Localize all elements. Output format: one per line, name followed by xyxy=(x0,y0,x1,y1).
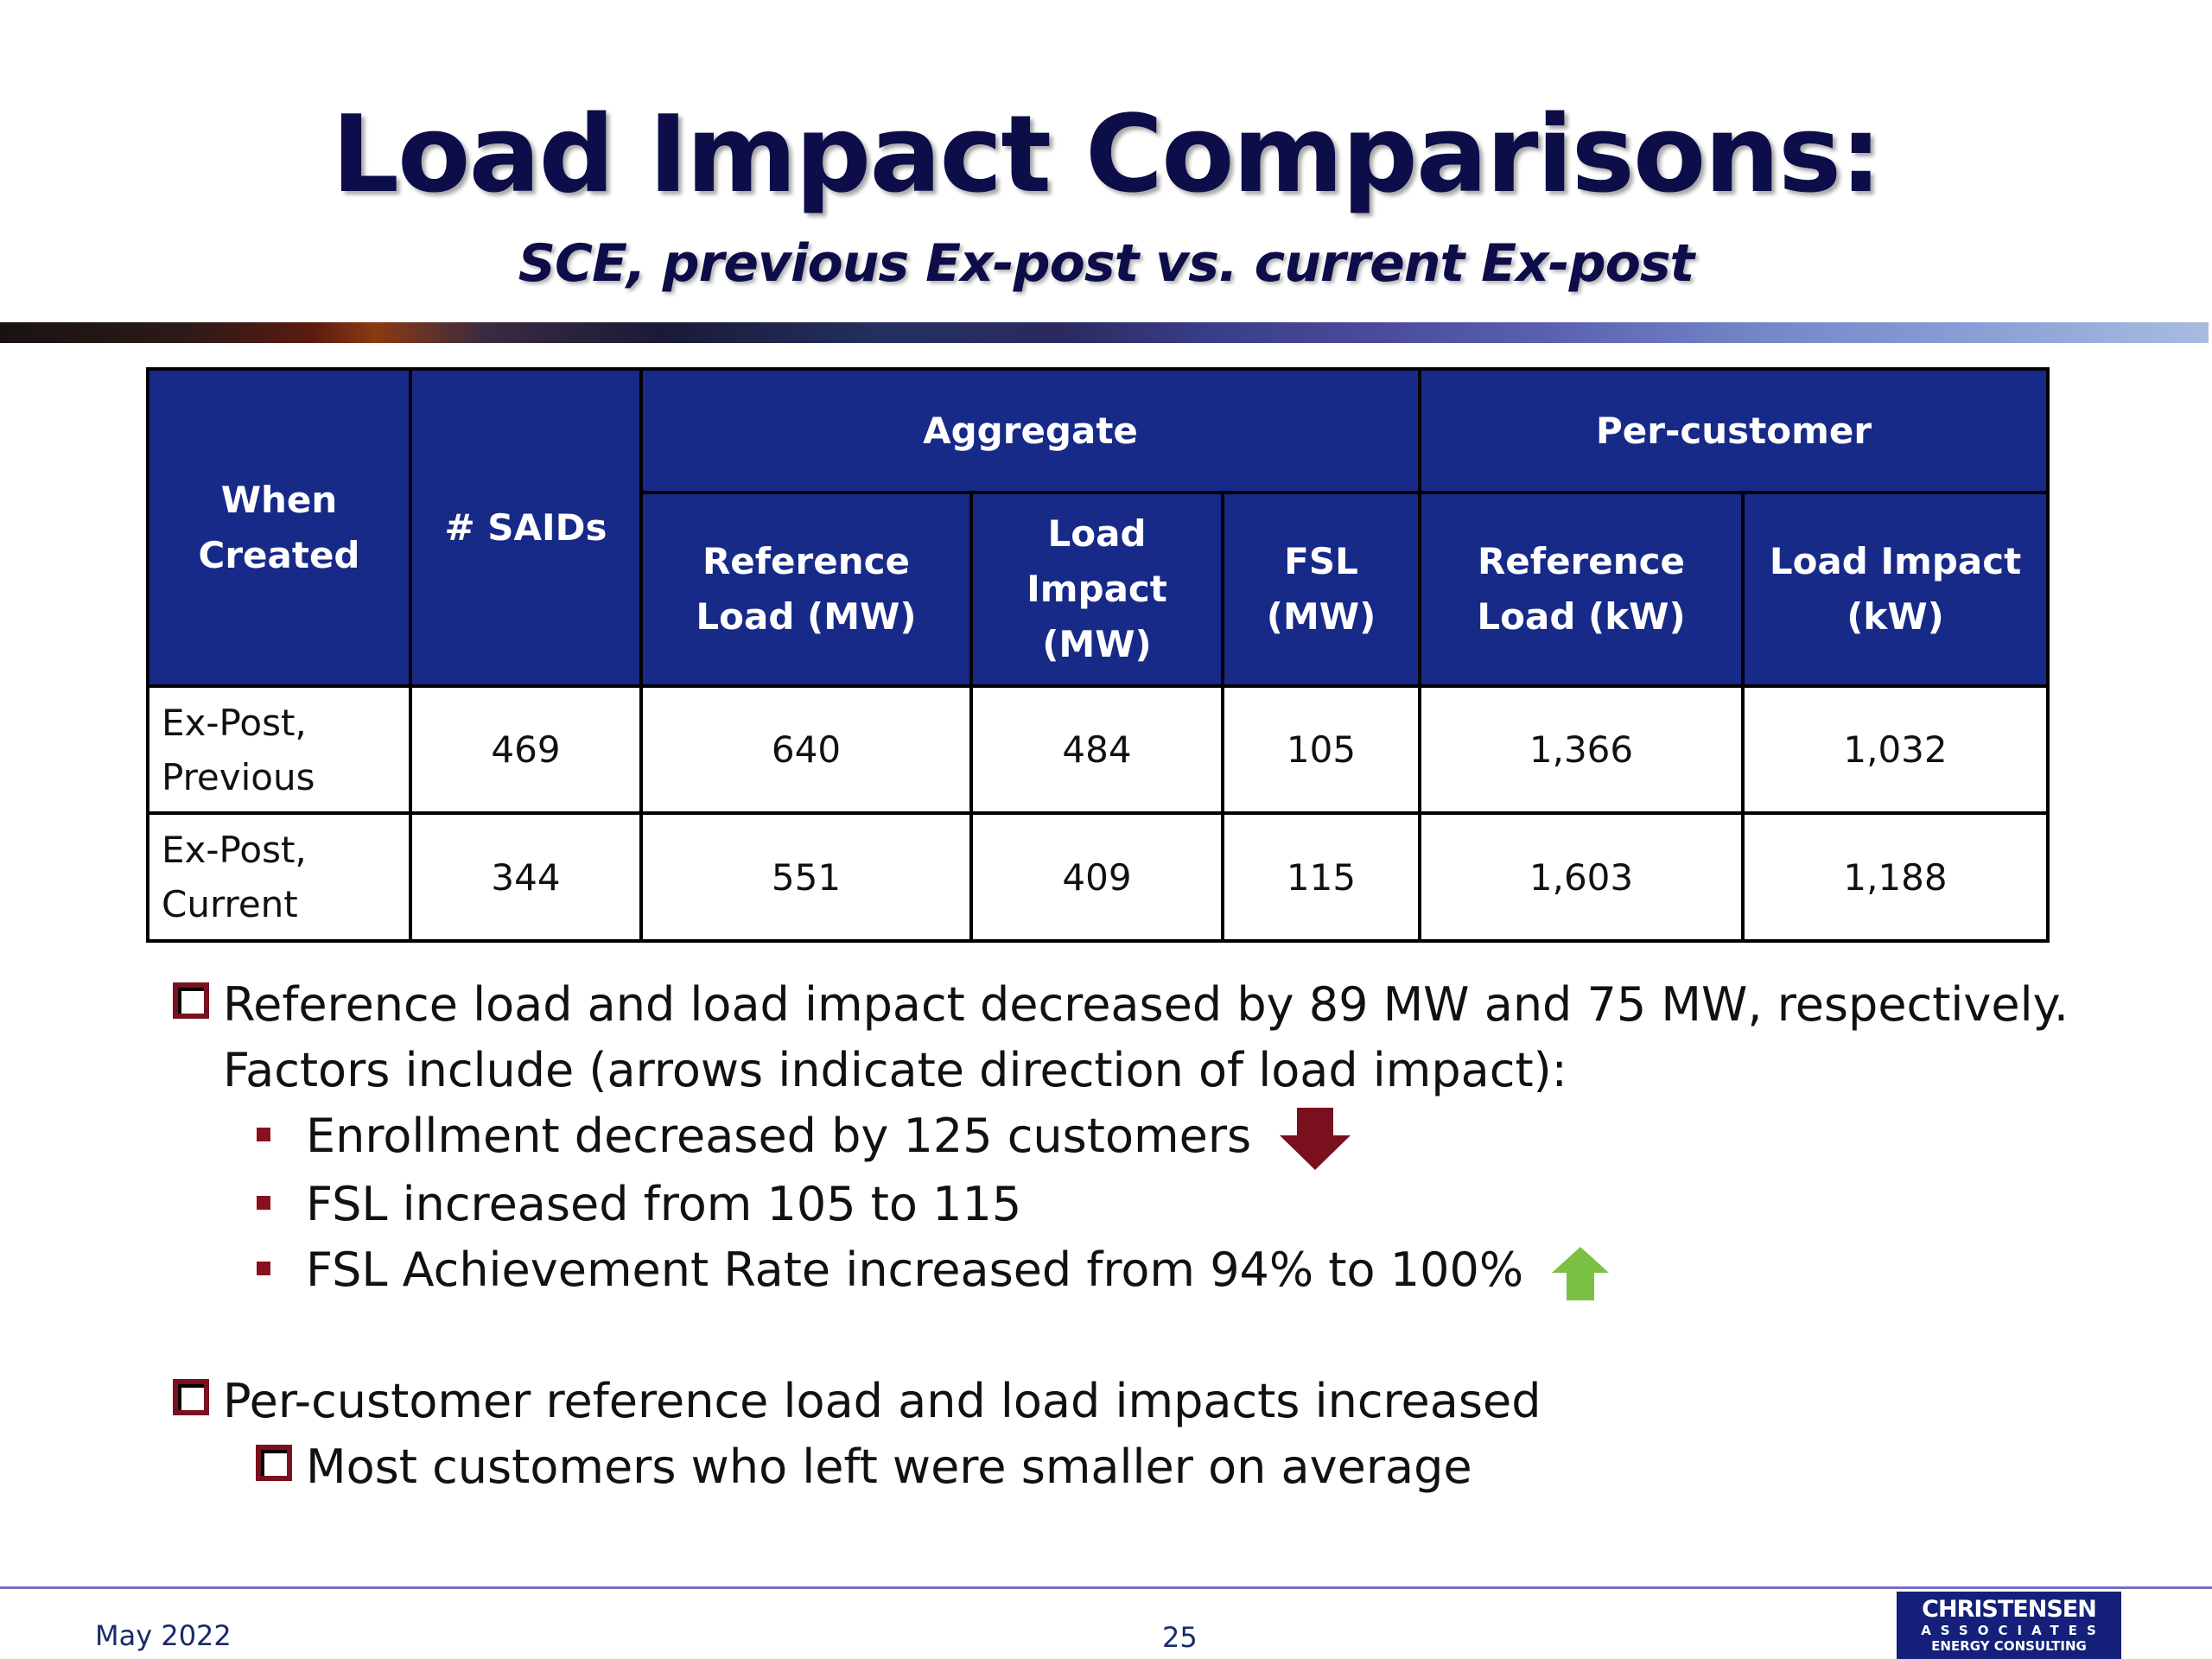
cell-agg-reference-load: 551 xyxy=(639,811,973,943)
header-aggregate: Aggregate xyxy=(639,367,1422,494)
sub-bullet-item: Most customers who left were smaller on … xyxy=(173,1434,2117,1500)
sub-bullet-item: FSL increased from 105 to 115 xyxy=(173,1172,2117,1237)
sub-bullet-text: FSL increased from 105 to 115 xyxy=(306,1177,1022,1232)
company-logo: CHRISTENSEN ASSOCIATES ENERGY CONSULTING xyxy=(1897,1592,2121,1659)
slide-title: Load Impact Comparisons: xyxy=(331,93,1883,217)
bullet-item: Reference load and load impact decreased… xyxy=(173,972,2117,1103)
footer-date: May 2022 xyxy=(95,1619,232,1652)
header-saids: # SAIDs xyxy=(409,367,643,688)
bullet-text: Factors include (arrows indicate directi… xyxy=(223,1043,1567,1097)
cell-pc-reference-load: 1,366 xyxy=(1418,684,1745,815)
cell-pc-load-impact: 1,188 xyxy=(1741,811,2050,943)
header-pc-reference-load: Reference Load (kW) xyxy=(1418,491,1745,688)
header-fsl: FSL (MW) xyxy=(1220,491,1422,688)
table-row: Ex-Post, Previous 469 640 484 105 1,366 … xyxy=(146,684,2050,815)
bullet-text: Reference load and load impact decreased… xyxy=(223,977,2069,1032)
cell-saids: 344 xyxy=(409,811,643,943)
sub-bullet-text: Most customers who left were smaller on … xyxy=(306,1440,1472,1495)
bullet-list: Reference load and load impact decreased… xyxy=(173,972,2117,1500)
bullet-text: Per-customer reference load and load imp… xyxy=(223,1374,1541,1429)
row-label: Ex-Post, Current xyxy=(146,811,412,943)
header-when-created: When Created xyxy=(146,367,412,688)
footer-divider xyxy=(0,1586,2212,1589)
square-bullet-icon xyxy=(257,1262,270,1276)
cell-agg-load-impact: 484 xyxy=(969,684,1224,815)
cell-pc-reference-load: 1,603 xyxy=(1418,811,1745,943)
sub-bullet-item: Enrollment decreased by 125 customers xyxy=(173,1103,2117,1172)
slide-subtitle: SCE, previous Ex-post vs. current Ex-pos… xyxy=(518,233,1695,294)
logo-line-1: CHRISTENSEN xyxy=(1922,1596,2097,1623)
sub-bullet-item: FSL Achievement Rate increased from 94% … xyxy=(173,1237,2117,1303)
logo-line-2: ASSOCIATES xyxy=(1921,1623,2106,1638)
bullet-item: Per-customer reference load and load imp… xyxy=(173,1369,2117,1434)
header-agg-reference-load: Reference Load (MW) xyxy=(639,491,973,688)
comparison-table: When Created # SAIDs Aggregate Per-custo… xyxy=(146,367,2050,943)
cell-agg-load-impact: 409 xyxy=(969,811,1224,943)
logo-line-3: ENERGY CONSULTING xyxy=(1931,1638,2087,1654)
cell-fsl: 105 xyxy=(1220,684,1422,815)
header-banner xyxy=(0,322,2209,343)
checkbox-bullet-icon xyxy=(173,1379,209,1416)
checkbox-bullet-icon xyxy=(256,1445,292,1482)
page-number: 25 xyxy=(1162,1621,1198,1654)
up-arrow-icon xyxy=(1552,1246,1610,1300)
square-bullet-icon xyxy=(257,1196,270,1211)
cell-pc-load-impact: 1,032 xyxy=(1741,684,2050,815)
cell-agg-reference-load: 640 xyxy=(639,684,973,815)
down-arrow-icon xyxy=(1280,1108,1351,1171)
checkbox-bullet-icon xyxy=(173,982,209,1019)
sub-bullet-text: Enrollment decreased by 125 customers xyxy=(306,1109,1252,1163)
header-pc-load-impact: Load Impact (kW) xyxy=(1741,491,2050,688)
header-per-customer: Per-customer xyxy=(1418,367,2050,494)
cell-fsl: 115 xyxy=(1220,811,1422,943)
row-label: Ex-Post, Previous xyxy=(146,684,412,815)
cell-saids: 469 xyxy=(409,684,643,815)
square-bullet-icon xyxy=(257,1128,270,1141)
header-agg-load-impact: Load Impact (MW) xyxy=(969,491,1224,688)
table-row: Ex-Post, Current 344 551 409 115 1,603 1… xyxy=(146,811,2050,943)
sub-bullet-text: FSL Achievement Rate increased from 94% … xyxy=(306,1243,1524,1298)
